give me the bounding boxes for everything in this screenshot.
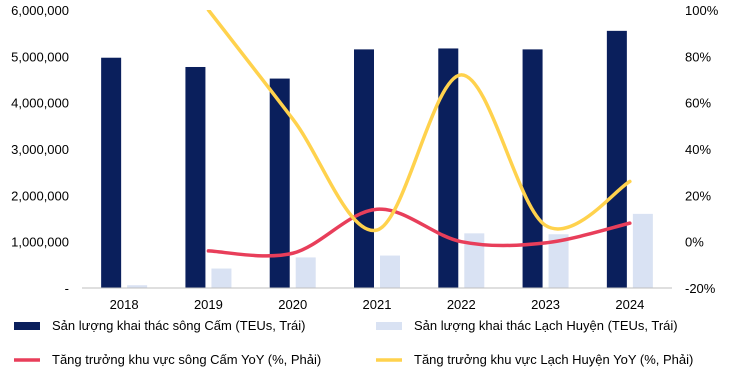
y-left-tick-label: 6,000,000 <box>11 3 69 18</box>
bar-song-cam-2023 <box>522 49 543 289</box>
y-right-tick-label: 100% <box>685 3 719 18</box>
left-axis-ticks: - 1,000,000 2,000,000 3,000,000 4,000,000 5,0… <box>11 3 69 296</box>
bar-lach-huyen-2023 <box>548 234 569 288</box>
y-left-tick-label: 3,000,000 <box>11 142 69 157</box>
y-left-tick-label: 2,000,000 <box>11 188 69 203</box>
legend-label-line-1: Tăng trưởng khu vực Lạch Huyện YoY (%, P… <box>414 352 693 367</box>
bar-lach-huyen-2020 <box>295 257 316 288</box>
legend-label-line-0: Tăng trưởng khu vực sông Cấm YoY (%, Phả… <box>52 352 321 367</box>
line-lach-huyen-yoy <box>206 10 632 233</box>
x-tick-label: 2023 <box>531 297 560 312</box>
y-left-tick-label: 1,000,000 <box>11 235 69 250</box>
x-axis-ticks: 2018 2019 2020 2021 2022 2023 2024 <box>110 297 645 312</box>
y-right-tick-label: 20% <box>685 188 711 203</box>
legend: Sản lượng khai thác sông Cấm (TEUs, Trái… <box>14 318 693 367</box>
bar-song-cam-2019 <box>185 66 206 289</box>
lines <box>206 10 632 258</box>
legend-swatch-bar-0 <box>14 322 40 330</box>
y-left-tick-label: - <box>65 281 69 296</box>
y-right-tick-label: -20% <box>685 281 716 296</box>
bar-lach-huyen-2018 <box>127 285 148 288</box>
x-tick-label: 2018 <box>110 297 139 312</box>
bar-lach-huyen-2022 <box>464 233 485 288</box>
bar-song-cam-2024 <box>606 30 627 288</box>
bar-lach-huyen-2021 <box>380 255 400 288</box>
x-tick-label: 2021 <box>363 297 392 312</box>
legend-swatch-bar-1 <box>376 322 402 330</box>
y-right-tick-label: 60% <box>685 96 711 111</box>
right-axis-ticks: -20% 0% 20% 40% 60% 80% 100% <box>685 3 719 296</box>
x-tick-label: 2024 <box>615 297 644 312</box>
x-tick-label: 2020 <box>278 297 307 312</box>
bar-song-cam-2022 <box>438 48 459 288</box>
y-left-tick-label: 4,000,000 <box>11 96 69 111</box>
legend-label-bar-1: Sản lượng khai thác Lạch Huyện (TEUs, Tr… <box>414 318 678 333</box>
y-left-tick-label: 5,000,000 <box>11 49 69 64</box>
line-song-cam-yoy <box>206 207 632 258</box>
legend-label-bar-0: Sản lượng khai thác sông Cấm (TEUs, Trái… <box>52 318 306 333</box>
y-right-tick-label: 80% <box>685 49 711 64</box>
bar-song-cam-2018 <box>101 57 122 289</box>
y-right-tick-label: 0% <box>685 235 704 250</box>
bar-song-cam-2020 <box>269 78 290 288</box>
bars <box>101 30 653 289</box>
bar-song-cam-2021 <box>354 49 374 289</box>
x-tick-label: 2022 <box>447 297 476 312</box>
bar-lach-huyen-2024 <box>632 213 653 288</box>
y-right-tick-label: 40% <box>685 142 711 157</box>
bar-lach-huyen-2019 <box>211 268 232 288</box>
x-tick-label: 2019 <box>194 297 223 312</box>
